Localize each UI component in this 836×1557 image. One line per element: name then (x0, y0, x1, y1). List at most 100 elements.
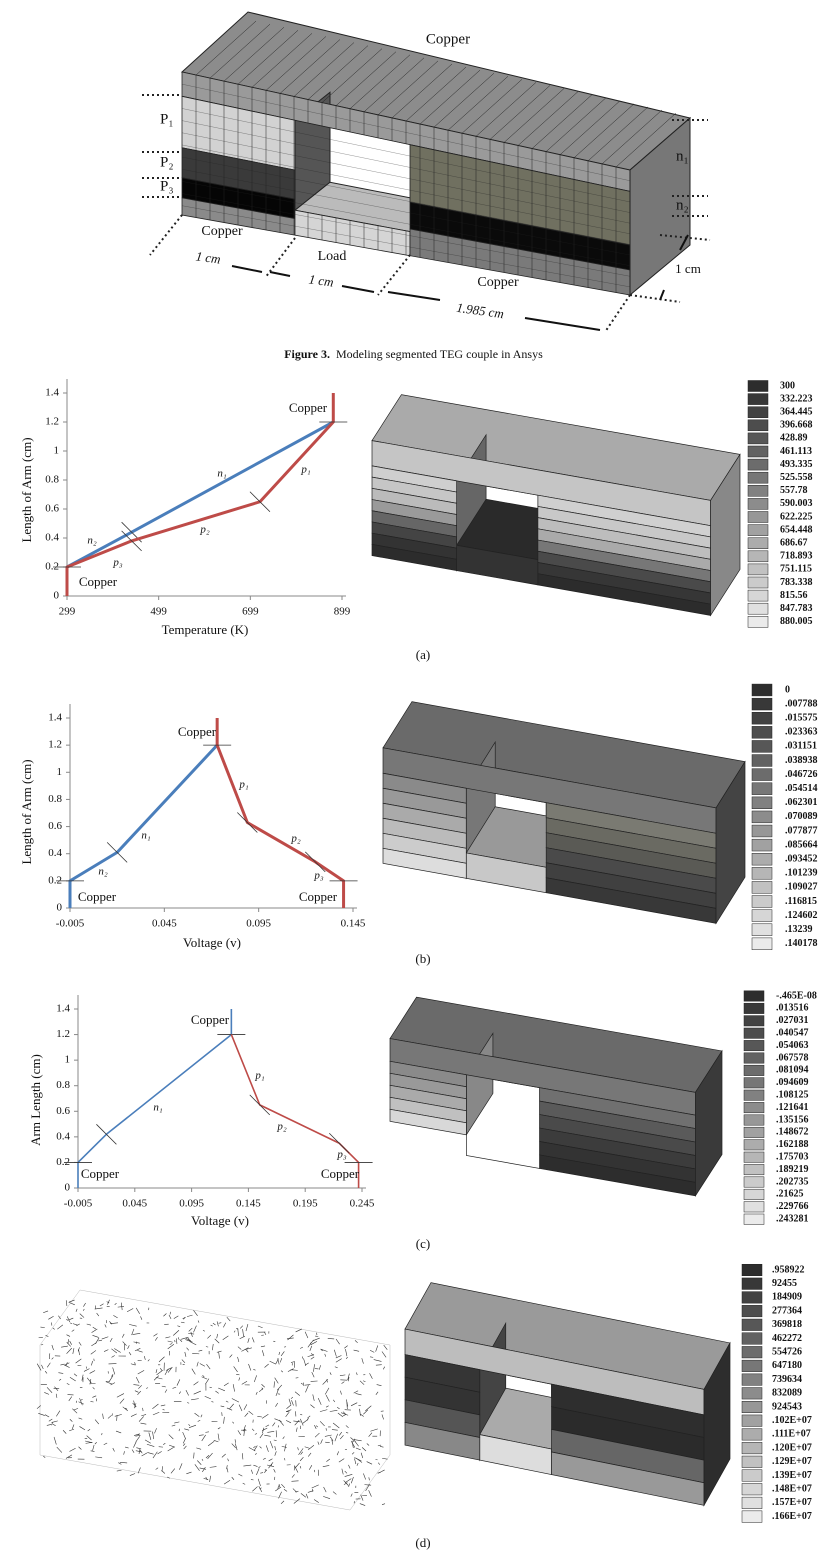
legend-swatch (741, 1263, 763, 1277)
vector (89, 1378, 92, 1384)
vector (376, 1384, 382, 1386)
vector (168, 1434, 174, 1440)
y-tick-label: 0.6 (45, 503, 59, 515)
vector (205, 1455, 210, 1459)
vector (315, 1425, 319, 1428)
vector (133, 1341, 140, 1344)
label-p1: P₁ (160, 111, 174, 127)
panel-label: (b) (415, 951, 430, 966)
vector (333, 1399, 336, 1403)
vector (138, 1385, 142, 1389)
vector (69, 1447, 76, 1452)
annotation: p₁ (300, 464, 311, 476)
vector (186, 1471, 192, 1475)
legend-swatch (751, 754, 773, 767)
vector (251, 1428, 255, 1432)
vector (94, 1419, 100, 1425)
legend-value: .135156 (776, 1114, 809, 1125)
vector (146, 1443, 155, 1447)
vector (176, 1338, 178, 1344)
vector (66, 1342, 71, 1347)
vector (258, 1466, 261, 1469)
vector (259, 1433, 264, 1439)
vector (294, 1465, 299, 1473)
vector (79, 1398, 83, 1406)
vector (348, 1464, 351, 1469)
legend-swatch (741, 1373, 763, 1386)
mesh-line (181, 83, 631, 181)
y-axis-label: Length of Arm (cm) (19, 759, 34, 864)
vector (168, 1314, 172, 1320)
vector (293, 1465, 295, 1471)
vector (273, 1381, 275, 1388)
vector (311, 1484, 319, 1489)
vector (48, 1316, 54, 1320)
vector (200, 1414, 203, 1418)
series-line (65, 393, 335, 596)
vector (197, 1460, 202, 1465)
legend-value: 461.113 (780, 446, 812, 457)
legend-swatch (743, 1151, 765, 1163)
vector (194, 1412, 200, 1417)
legend-value: .121641 (776, 1102, 809, 1113)
vector (103, 1442, 108, 1446)
vector (319, 1409, 328, 1412)
vector (141, 1414, 147, 1417)
legend-value: 525.558 (780, 472, 813, 483)
annotation: p₂ (276, 1121, 287, 1133)
vector (295, 1328, 303, 1333)
vector (167, 1476, 170, 1479)
annotation: Copper (178, 724, 217, 739)
vector (53, 1436, 57, 1445)
vector (122, 1341, 127, 1346)
vector (133, 1433, 141, 1436)
right-face (629, 116, 691, 297)
legend-swatch (751, 881, 773, 894)
legend-value: .958922 (772, 1264, 805, 1275)
vector (58, 1315, 61, 1320)
x-tick-label: 0.095 (246, 918, 271, 930)
vector (240, 1325, 244, 1329)
vector (243, 1464, 252, 1467)
vector (180, 1321, 185, 1324)
mesh-line (181, 132, 631, 224)
vector (138, 1416, 144, 1422)
legend-value: .015575 (785, 712, 818, 723)
vector (114, 1303, 117, 1305)
vector (51, 1357, 54, 1360)
vector (260, 1345, 266, 1348)
x-tick-label: 0.145 (341, 918, 366, 930)
side-face (695, 1049, 723, 1198)
mesh-line (209, 23, 271, 79)
vector (307, 1342, 312, 1348)
vector (114, 1414, 122, 1417)
dimension-lines (142, 94, 711, 333)
vector (264, 1469, 267, 1472)
vector (135, 1450, 142, 1453)
vector (167, 1447, 174, 1452)
legend-value: .243281 (776, 1213, 809, 1224)
vector (238, 1404, 243, 1412)
vector (134, 1362, 136, 1365)
annotation: p₁ (254, 1070, 265, 1082)
vector (142, 1407, 144, 1412)
vector (305, 1385, 309, 1393)
vector (322, 1379, 329, 1385)
vector (345, 1425, 349, 1428)
vector (304, 1384, 311, 1386)
vector (241, 1380, 248, 1385)
vector (375, 1391, 379, 1395)
vector (191, 1398, 199, 1401)
vector (184, 1428, 190, 1431)
vector (182, 1438, 186, 1444)
vector (130, 1363, 136, 1366)
vector (241, 1453, 244, 1460)
vector (116, 1393, 125, 1398)
mesh-line (307, 45, 369, 100)
vector (201, 1434, 206, 1442)
legend-value: .116815 (785, 896, 817, 907)
x-tick-label: 0.095 (179, 1198, 204, 1210)
vector (274, 1476, 276, 1480)
vector (314, 1425, 317, 1429)
vector (52, 1423, 56, 1426)
